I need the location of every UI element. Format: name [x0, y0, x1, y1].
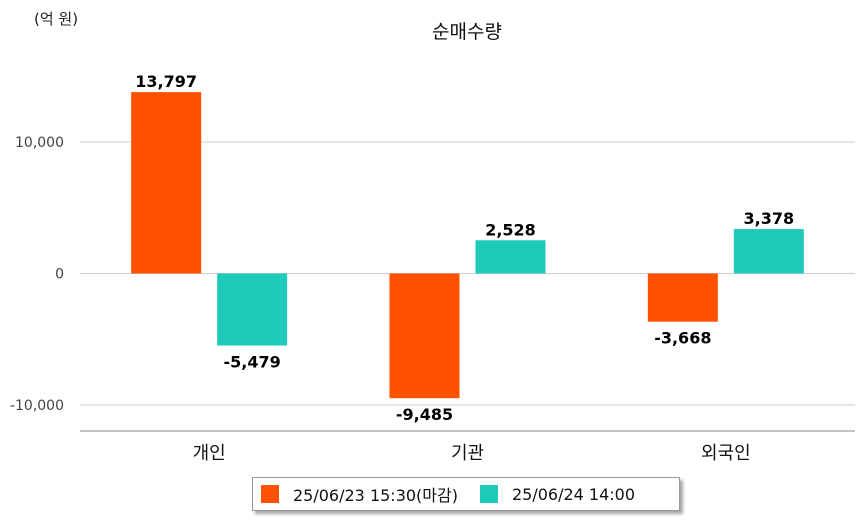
legend-swatch-series-1 — [261, 485, 279, 503]
legend: 25/06/23 15:30(마감) 25/06/24 14:00 — [252, 477, 680, 511]
bar-2-2[interactable] — [475, 240, 546, 274]
data-label: -5,479 — [224, 353, 281, 372]
unit-label: (억 원) — [34, 10, 78, 28]
x-axis-categories: 개인 기관 외국인 — [193, 443, 751, 464]
data-label: 13,797 — [135, 72, 197, 91]
data-label: 3,378 — [744, 209, 795, 228]
bar-2-3[interactable] — [733, 229, 804, 274]
bar-1-2[interactable] — [389, 273, 460, 399]
legend-swatch-series-2 — [479, 485, 498, 503]
bar-1-3[interactable] — [647, 273, 718, 322]
legend-label-series-1: 25/06/23 15:30(마감) — [293, 486, 458, 505]
y-tick-label: 0 — [55, 266, 64, 282]
bars — [131, 92, 804, 399]
bar-chart: (억 원) 순매수량 10,000 0 -10,000 13,797 -5,479 -9… — [10, 10, 855, 464]
x-category-label: 외국인 — [701, 443, 751, 464]
gridlines — [80, 141, 855, 406]
y-tick-label: 10,000 — [15, 135, 64, 151]
chart-title: 순매수량 — [432, 21, 502, 43]
bar-1-1[interactable] — [131, 92, 202, 274]
data-labels: 13,797 -5,479 -9,485 2,528 -3,668 3,378 — [135, 72, 794, 424]
legend-item-series-1[interactable]: 25/06/23 15:30(마감) — [261, 482, 458, 506]
legend-item-series-2[interactable]: 25/06/24 14:00 — [479, 484, 636, 504]
y-axis-ticks: 10,000 0 -10,000 — [10, 135, 64, 414]
x-category-label: 기관 — [451, 443, 484, 464]
data-label: 2,528 — [485, 220, 536, 239]
x-category-label: 개인 — [193, 443, 226, 464]
data-label: -9,485 — [396, 405, 453, 424]
y-tick-label: -10,000 — [10, 398, 64, 414]
legend-label-series-2: 25/06/24 14:00 — [511, 484, 636, 504]
bar-2-1[interactable] — [217, 273, 288, 346]
data-label: -3,668 — [654, 329, 711, 348]
